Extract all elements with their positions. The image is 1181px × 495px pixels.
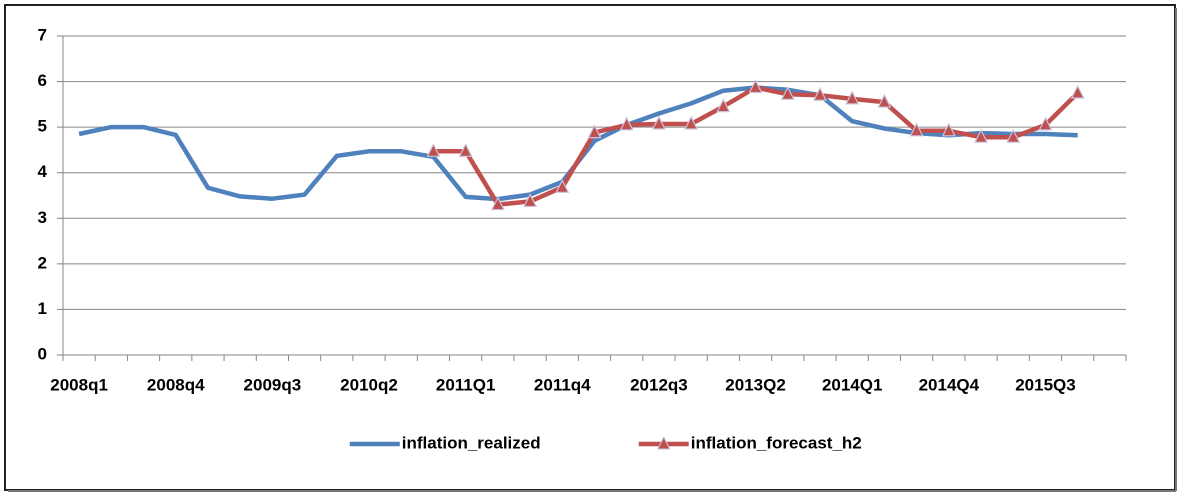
- chart-frame: [4, 4, 1176, 491]
- x-tick-label: 2008q1: [50, 375, 108, 394]
- x-tick-label: 2008q4: [147, 375, 205, 394]
- point-marker: [1070, 84, 1085, 99]
- point-marker: [555, 178, 570, 193]
- y-tick-label: 6: [38, 71, 47, 90]
- y-tick-label: 5: [38, 117, 47, 136]
- x-tick-label: 2012q3: [630, 375, 688, 394]
- point-marker: [780, 85, 795, 100]
- legend-marker: [656, 435, 671, 450]
- point-marker: [941, 122, 956, 137]
- point-marker: [587, 124, 602, 139]
- y-tick-label: 2: [38, 253, 47, 272]
- point-marker: [909, 122, 924, 137]
- point-marker: [1038, 116, 1053, 131]
- x-tick-label: 2011q4: [534, 375, 591, 394]
- point-marker: [684, 115, 699, 130]
- x-tick-label: 2011Q1: [436, 375, 496, 394]
- point-marker: [523, 193, 538, 208]
- point-marker: [490, 196, 505, 211]
- x-tick-label: 2014Q4: [919, 375, 980, 394]
- x-tick-label: 2014Q1: [822, 375, 883, 394]
- y-tick-label: 1: [38, 299, 47, 318]
- point-marker: [845, 90, 860, 105]
- point-marker: [426, 142, 441, 157]
- y-tick-label: 7: [38, 25, 47, 44]
- point-marker: [748, 79, 763, 94]
- x-tick-label: 2015Q3: [1015, 375, 1076, 394]
- point-marker: [619, 116, 634, 131]
- x-tick-label: 2009q3: [244, 375, 302, 394]
- y-tick-label: 3: [38, 208, 47, 227]
- point-marker: [716, 98, 731, 113]
- point-marker: [877, 93, 892, 108]
- point-marker: [813, 86, 827, 101]
- point-marker: [458, 142, 473, 157]
- legend-label: inflation_forecast_h2: [691, 433, 862, 452]
- point-marker: [651, 115, 666, 130]
- point-marker: [974, 128, 989, 143]
- legend-label: inflation_realized: [402, 433, 541, 452]
- y-tick-label: 4: [38, 162, 48, 181]
- y-tick-label: 0: [38, 344, 47, 363]
- x-tick-label: 2010q2: [340, 375, 398, 394]
- x-tick-label: 2013Q2: [725, 375, 786, 394]
- point-marker: [1006, 128, 1021, 143]
